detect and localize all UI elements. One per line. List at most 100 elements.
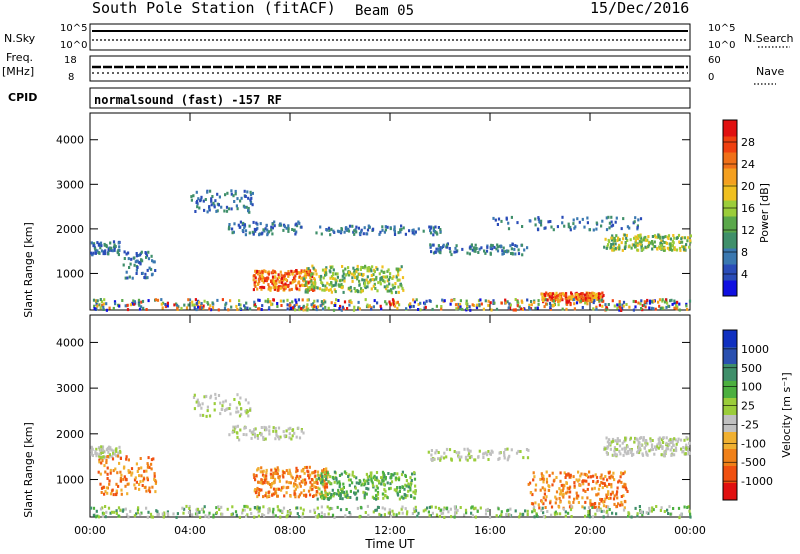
echo-cell	[329, 233, 332, 237]
echo-cell	[541, 486, 544, 490]
echo-cell	[156, 513, 159, 517]
echo-cell	[208, 205, 211, 209]
echo-cell	[429, 243, 432, 247]
echo-cell	[329, 288, 332, 292]
echo-cell	[623, 470, 626, 474]
echo-cell	[392, 275, 395, 279]
echo-cell	[453, 515, 456, 519]
echo-cell	[608, 438, 611, 442]
echo-cell	[109, 241, 112, 245]
echo-cell	[434, 505, 437, 509]
nsearch-tick-top: 10^5	[708, 23, 735, 34]
echo-cell	[330, 494, 333, 498]
echo-cell	[243, 304, 246, 308]
echo-cell	[238, 438, 241, 442]
echo-cell	[673, 301, 676, 305]
echo-cell	[620, 480, 623, 484]
echo-cell	[366, 285, 369, 289]
echo-cell	[561, 489, 564, 493]
echo-cell	[290, 474, 293, 478]
echo-cell	[586, 496, 589, 500]
echo-cell	[644, 245, 647, 249]
echo-cell	[480, 302, 483, 306]
echo-cell	[295, 284, 298, 288]
echo-cell	[638, 441, 641, 445]
echo-cell	[365, 472, 368, 476]
echo-cell	[275, 430, 278, 433]
echo-cell	[102, 305, 105, 309]
echo-cell	[372, 510, 375, 514]
echo-cell	[320, 481, 323, 485]
echo-cell	[249, 193, 253, 197]
echo-cell	[604, 497, 607, 501]
echo-cell	[598, 295, 601, 299]
echo-cell	[324, 300, 327, 304]
echo-cell	[257, 277, 260, 281]
echo-cell	[681, 240, 684, 244]
echo-cell	[535, 513, 538, 517]
echo-cell	[406, 494, 409, 498]
echo-cell	[621, 248, 624, 252]
echo-cell	[656, 445, 659, 449]
echo-cell	[434, 225, 437, 229]
echo-cell	[471, 505, 474, 509]
echo-cell	[328, 481, 331, 485]
echo-cell	[624, 241, 627, 244]
echo-cell	[349, 512, 352, 516]
echo-cell	[413, 477, 417, 481]
echo-cell	[617, 246, 620, 250]
echo-cell	[654, 445, 657, 449]
echo-cell	[625, 452, 628, 456]
echo-cell	[584, 293, 587, 297]
echo-cell	[325, 485, 329, 489]
echo-cell	[253, 302, 257, 306]
echo-cell	[542, 477, 545, 481]
echo-cell	[686, 239, 689, 243]
echo-cell	[610, 220, 613, 224]
echo-cell	[254, 276, 257, 280]
echo-cell	[429, 226, 432, 230]
echo-cell	[652, 508, 655, 512]
echo-cell	[333, 516, 336, 519]
echo-cell	[361, 278, 364, 282]
echo-cell	[261, 275, 264, 279]
echo-cell	[145, 255, 148, 259]
echo-cell	[450, 253, 453, 257]
echo-cell	[388, 289, 391, 293]
echo-cell	[371, 228, 374, 232]
echo-cell	[648, 299, 652, 303]
echo-cell	[235, 513, 238, 517]
echo-cell	[318, 287, 322, 291]
echo-cell	[146, 465, 149, 469]
echo-cell	[547, 292, 550, 296]
echo-cell	[626, 490, 629, 493]
echo-cell	[537, 302, 540, 306]
echo-cell	[92, 242, 96, 246]
echo-cell	[291, 429, 294, 432]
echo-cell	[104, 455, 107, 459]
echo-cell	[618, 238, 621, 242]
echo-cell	[261, 513, 264, 517]
echo-cell	[370, 287, 373, 291]
echo-cell	[343, 279, 346, 283]
echo-cell	[366, 479, 369, 483]
echo-cell	[674, 438, 677, 442]
echo-cell	[229, 412, 232, 416]
echo-cell	[478, 247, 481, 251]
echo-cell	[624, 483, 627, 487]
echo-cell	[337, 299, 340, 302]
echo-cell	[675, 248, 679, 252]
echo-cell	[435, 304, 438, 308]
echo-cell	[325, 272, 328, 276]
echo-cell	[243, 223, 246, 227]
echo-cell	[615, 505, 618, 509]
echo-cell	[651, 448, 655, 451]
colorbar-frame	[722, 329, 738, 501]
echo-cell	[253, 283, 256, 287]
echo-cell	[356, 277, 359, 281]
echo-cell	[247, 401, 250, 405]
echo-cell	[509, 303, 512, 307]
echo-cell	[578, 297, 581, 301]
echo-cell	[271, 278, 275, 282]
echo-cell	[313, 299, 316, 303]
